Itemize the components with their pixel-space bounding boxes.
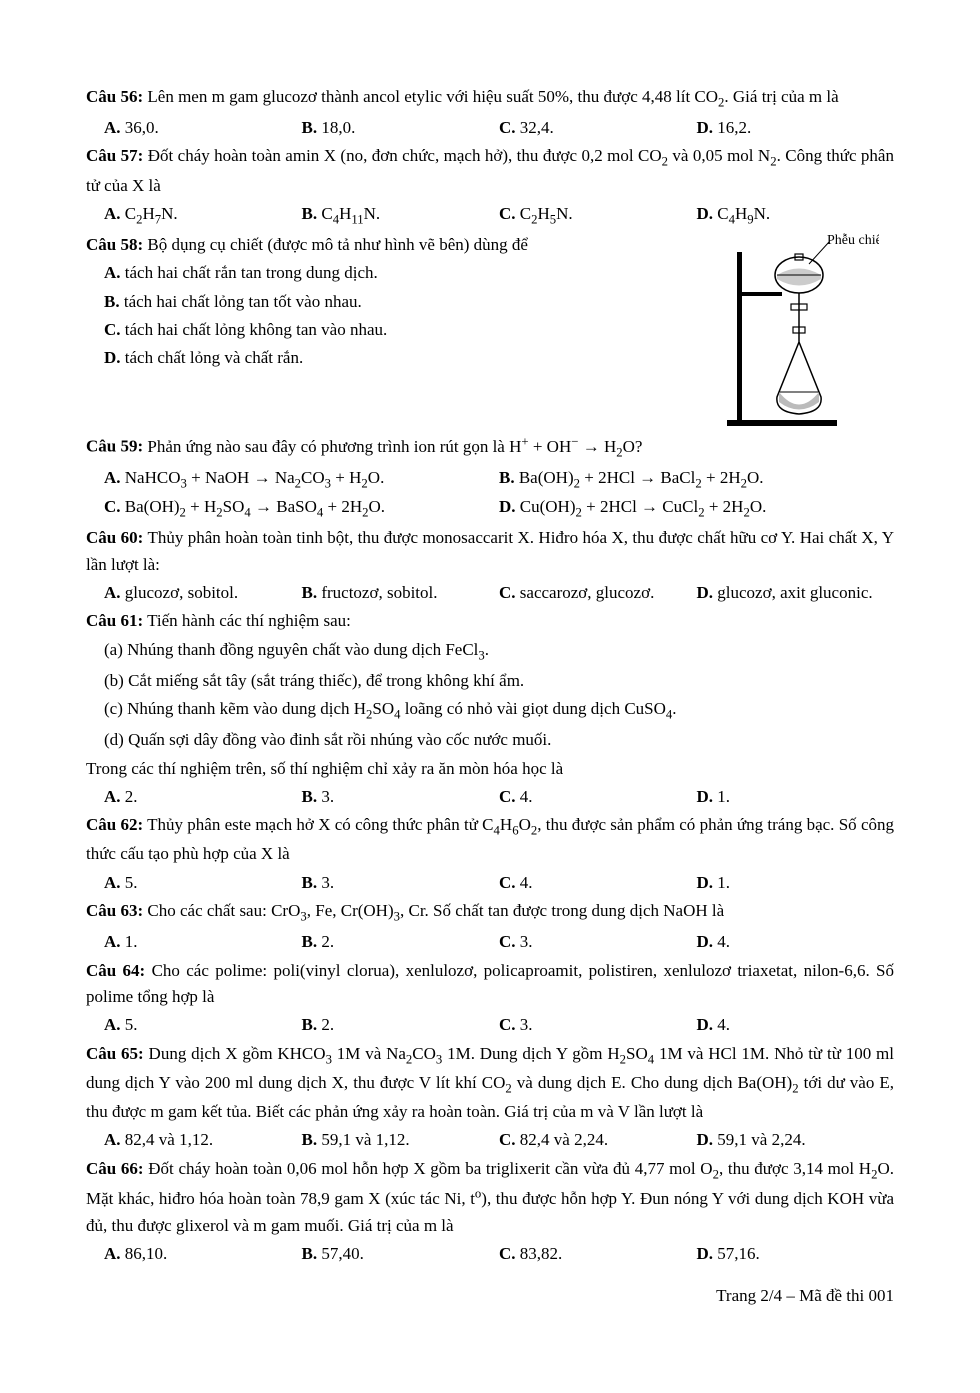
option-c: C. Ba(OH)2 + H2SO4 → BaSO4 + 2H2O. (104, 494, 499, 523)
option-b: B. 3. (302, 784, 500, 810)
option-c: C. 82,4 và 2,24. (499, 1127, 697, 1153)
options-60: A. glucozơ, sobitol. B. fructozơ, sobito… (104, 580, 894, 606)
question-56: Câu 56: Lên men m gam glucozơ thành anco… (86, 84, 894, 113)
option-d: D. 59,1 và 2,24. (697, 1127, 895, 1153)
question-label: Câu 59: (86, 437, 143, 456)
option-a: A. 5. (104, 870, 302, 896)
option-b: B. 3. (302, 870, 500, 896)
option-a: A. 82,4 và 1,12. (104, 1127, 302, 1153)
question-63: Câu 63: Cho các chất sau: CrO3, Fe, Cr(O… (86, 898, 894, 927)
question-text: Phản ứng nào sau đây có phương trình ion… (143, 437, 642, 456)
options-62: A. 5. B. 3. C. 4. D. 1. (104, 870, 894, 896)
question-label: Câu 64: (86, 961, 145, 980)
funnel-apparatus-icon: Phễu chiết (719, 232, 879, 432)
option-b: B. 18,0. (302, 115, 500, 141)
question-60: Câu 60: Thủy phân hoàn toàn tinh bột, th… (86, 525, 894, 578)
question-62: Câu 62: Thủy phân este mạch hở X có công… (86, 812, 894, 867)
option-b: B. 2. (302, 929, 500, 955)
options-57: A. C2H7N. B. C4H11N. C. C2H5N. D. C4H9N. (104, 201, 894, 230)
option-a: A. 5. (104, 1012, 302, 1038)
question-text: Thủy phân hoàn toàn tinh bột, thu được m… (86, 528, 894, 573)
option-d: D. C4H9N. (697, 201, 895, 230)
question-label: Câu 56: (86, 87, 143, 106)
option-d: D. glucozơ, axit gluconic. (697, 580, 895, 606)
option-a: A. NaHCO3 + NaOH → Na2CO3 + H2O. (104, 465, 499, 494)
options-65: A. 82,4 và 1,12. B. 59,1 và 1,12. C. 82,… (104, 1127, 894, 1153)
option-b: B. 59,1 và 1,12. (302, 1127, 500, 1153)
page-footer: Trang 2/4 – Mã đề thi 001 (86, 1283, 894, 1309)
question-65: Câu 65: Dung dịch X gồm KHCO3 1M và Na2C… (86, 1041, 894, 1126)
question-text: Đốt cháy hoàn toàn 0,06 mol hỗn hợp X gồ… (86, 1159, 894, 1235)
options-66: A. 86,10. B. 57,40. C. 83,82. D. 57,16. (104, 1241, 894, 1267)
option-c: C. C2H5N. (499, 201, 697, 230)
question-text: Dung dịch X gồm KHCO3 1M và Na2CO3 1M. D… (86, 1044, 894, 1121)
option-a: A. glucozơ, sobitol. (104, 580, 302, 606)
option-b: B. 57,40. (302, 1241, 500, 1267)
option-d: D. 4. (697, 1012, 895, 1038)
option-c: C. 4. (499, 870, 697, 896)
option-c: C. 4. (499, 784, 697, 810)
question-57: Câu 57: Đốt cháy hoàn toàn amin X (no, đ… (86, 143, 894, 198)
option-c: C. 83,82. (499, 1241, 697, 1267)
option-c: C. 3. (499, 1012, 697, 1038)
question-text: Lên men m gam glucozơ thành ancol etylic… (143, 87, 839, 106)
question-text: Tiến hành các thí nghiệm sau: (143, 611, 351, 630)
option-d: D. 1. (697, 870, 895, 896)
option-d: D. 1. (697, 784, 895, 810)
question-label: Câu 61: (86, 611, 143, 630)
option-d: D. 4. (697, 929, 895, 955)
subitem-b: (b) Cắt miếng sắt tây (sắt tráng thiếc),… (104, 668, 894, 694)
option-a: A. 1. (104, 929, 302, 955)
option-c: C. 3. (499, 929, 697, 955)
question-label: Câu 65: (86, 1044, 144, 1063)
options-63: A. 1. B. 2. C. 3. D. 4. (104, 929, 894, 955)
question-text: Bộ dụng cụ chiết (được mô tả như hình vẽ… (143, 235, 528, 254)
question-label: Câu 57: (86, 146, 143, 165)
figure-label: Phễu chiết (827, 233, 879, 248)
question-61-tail: Trong các thí nghiệm trên, số thí nghiệm… (86, 756, 894, 782)
question-label: Câu 63: (86, 901, 143, 920)
subitems-61: (a) Nhúng thanh đồng nguyên chất vào dun… (104, 637, 894, 754)
option-a: A. 2. (104, 784, 302, 810)
options-56: A. 36,0. B. 18,0. C. 32,4. D. 16,2. (104, 115, 894, 141)
option-c: C. saccarozơ, glucozơ. (499, 580, 697, 606)
question-66: Câu 66: Đốt cháy hoàn toàn 0,06 mol hỗn … (86, 1156, 894, 1239)
subitem-c: (c) Nhúng thanh kẽm vào dung dịch H2SO4 … (104, 696, 894, 725)
option-d: D. Cu(OH)2 + 2HCl → CuCl2 + 2H2O. (499, 494, 894, 523)
option-d: D. 16,2. (697, 115, 895, 141)
question-61: Câu 61: Tiến hành các thí nghiệm sau: (86, 608, 894, 634)
option-a: A. C2H7N. (104, 201, 302, 230)
option-a: A. 86,10. (104, 1241, 302, 1267)
subitem-a: (a) Nhúng thanh đồng nguyên chất vào dun… (104, 637, 894, 666)
question-text: Cho các chất sau: CrO3, Fe, Cr(OH)3, Cr.… (143, 901, 724, 920)
option-b: B. 2. (302, 1012, 500, 1038)
question-label: Câu 60: (86, 528, 143, 547)
options-64: A. 5. B. 2. C. 3. D. 4. (104, 1012, 894, 1038)
option-b: B. C4H11N. (302, 201, 500, 230)
question-text: Cho các polime: poli(vinyl clorua), xenl… (86, 961, 894, 1006)
question-label: Câu 62: (86, 815, 143, 834)
question-59: Câu 59: Phản ứng nào sau đây có phương t… (86, 432, 894, 463)
question-64: Câu 64: Cho các polime: poli(vinyl cloru… (86, 958, 894, 1011)
option-a: A. 36,0. (104, 115, 302, 141)
question-label: Câu 66: (86, 1159, 144, 1178)
options-59: A. NaHCO3 + NaOH → Na2CO3 + H2O. B. Ba(O… (104, 465, 894, 523)
option-b: B. fructozơ, sobitol. (302, 580, 500, 606)
question-text: Đốt cháy hoàn toàn amin X (no, đơn chức,… (86, 146, 894, 194)
options-61: A. 2. B. 3. C. 4. D. 1. (104, 784, 894, 810)
figure-58: Phễu chiết (704, 232, 894, 432)
question-label: Câu 58: (86, 235, 143, 254)
option-c: C. 32,4. (499, 115, 697, 141)
question-text: Thủy phân este mạch hở X có công thức ph… (86, 815, 894, 863)
subitem-d: (d) Quấn sợi dây đồng vào đinh sắt rồi n… (104, 727, 894, 753)
option-d: D. 57,16. (697, 1241, 895, 1267)
option-b: B. Ba(OH)2 + 2HCl → BaCl2 + 2H2O. (499, 465, 894, 494)
